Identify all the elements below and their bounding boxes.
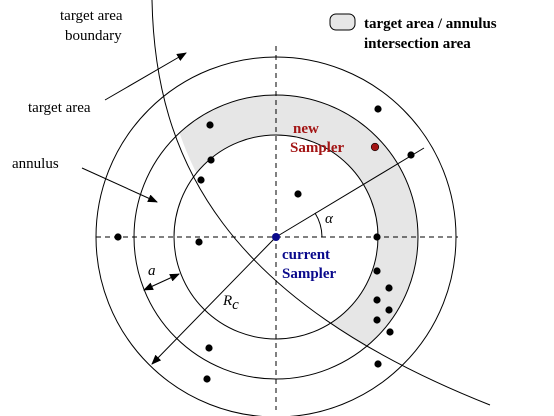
alpha-arc — [314, 212, 323, 238]
sample-point — [385, 284, 393, 292]
sample-point — [374, 105, 382, 113]
sample-point — [385, 306, 393, 314]
rc-sub: c — [232, 297, 239, 313]
new-sampler-point — [370, 142, 380, 152]
annulus-label: annulus — [12, 156, 59, 172]
sample-point — [386, 328, 394, 336]
target-area-pointer — [104, 52, 187, 101]
a-arrow — [143, 273, 180, 291]
sample-point — [407, 151, 415, 159]
rc-main: R — [222, 293, 232, 309]
rc-arrow — [151, 238, 275, 365]
sample-point — [203, 375, 211, 383]
current-sampler-label-2: Sampler — [282, 266, 337, 282]
target-area-boundary-label-2: boundary — [65, 28, 122, 44]
annulus-pointer — [81, 167, 158, 203]
sample-point — [205, 344, 213, 352]
sample-point — [373, 233, 381, 241]
sample-point — [195, 238, 203, 246]
legend-swatch — [329, 13, 356, 31]
sample-point — [114, 233, 122, 241]
sample-dots — [114, 105, 415, 383]
a-label: a — [148, 263, 156, 279]
new-sampler-label-1: new — [293, 121, 319, 137]
rc-label: Rc — [222, 293, 239, 313]
sample-point — [206, 121, 214, 129]
sample-point — [373, 316, 381, 324]
sample-point — [373, 267, 381, 275]
current-sampler-label-1: current — [282, 247, 330, 263]
target-area-boundary-label-1: target area — [60, 8, 123, 24]
alpha-ray — [275, 147, 425, 238]
current-sampler-point — [272, 233, 280, 241]
target-area-boundary-curve — [151, 0, 491, 406]
legend-text-2: intersection area — [364, 36, 471, 52]
new-sampler-label-2: Sampler — [290, 140, 345, 156]
sample-point — [373, 296, 381, 304]
intersection-shade — [158, 95, 419, 380]
alpha-label: α — [325, 211, 334, 227]
sample-point — [294, 190, 302, 198]
sample-point — [197, 176, 205, 184]
legend-text-1: target area / annulus — [364, 16, 497, 32]
sample-point — [207, 156, 215, 164]
target-area-label: target area — [28, 100, 91, 116]
sample-point — [374, 360, 382, 368]
